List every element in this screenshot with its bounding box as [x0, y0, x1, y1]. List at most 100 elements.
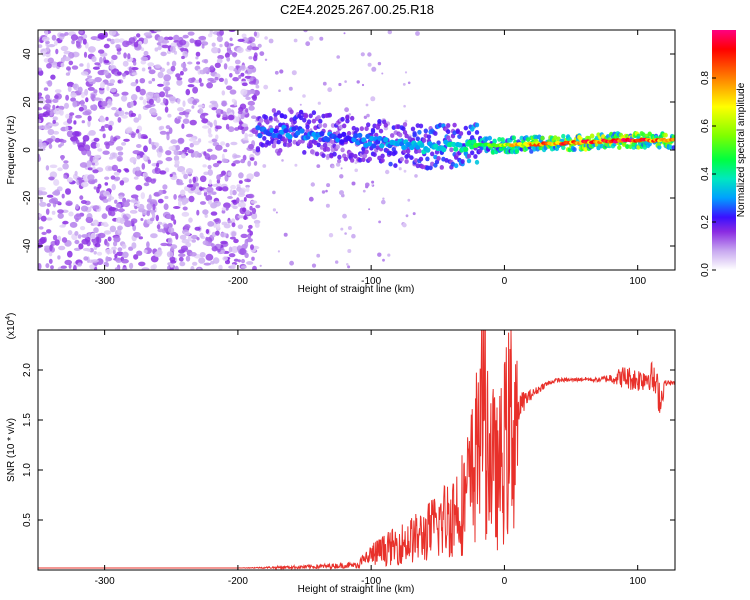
- noise-speck: [211, 42, 216, 47]
- noise-speck: [122, 60, 129, 67]
- noise-speck: [81, 234, 89, 238]
- noise-speck: [240, 72, 245, 77]
- noise-speck: [60, 45, 69, 52]
- snr-frame: [37, 329, 676, 571]
- signal-cell: [302, 117, 307, 123]
- noise-speck: [77, 142, 85, 149]
- noise-speck: [179, 70, 184, 76]
- noise-speck: [136, 144, 142, 148]
- signal-cell: [625, 144, 630, 150]
- noise-speck: [52, 119, 56, 124]
- noise-speck: [229, 89, 237, 95]
- noise-speck: [203, 59, 209, 64]
- noise-speck: [237, 259, 241, 263]
- noise-speck: [181, 211, 190, 217]
- noise-speck: [66, 118, 73, 124]
- noise-speck: [247, 100, 255, 106]
- signal-core: [357, 132, 363, 138]
- noise-speck: [226, 85, 233, 91]
- noise-speck: [162, 184, 168, 190]
- noise-speck: [216, 58, 223, 64]
- noise-speck: [68, 60, 74, 66]
- noise-speck: [69, 221, 78, 228]
- noise-speck: [216, 179, 221, 184]
- signal-cell: [589, 133, 595, 139]
- noise-speck: [199, 82, 204, 87]
- noise-speck: [139, 78, 146, 84]
- signal-cell: [446, 129, 451, 135]
- noise-speck: [205, 186, 214, 193]
- noise-speck: [192, 140, 200, 146]
- noise-speck: [114, 199, 118, 204]
- noise-speck: [97, 232, 106, 239]
- noise-speck: [41, 36, 50, 42]
- noise-speck: [143, 249, 148, 254]
- noise-speck: [185, 109, 192, 113]
- noise-speck: [146, 241, 150, 249]
- noise-speck: [178, 111, 186, 116]
- noise-speck: [244, 178, 251, 183]
- noise-speck: [404, 71, 408, 74]
- noise-speck: [224, 41, 230, 48]
- noise-speck: [65, 94, 69, 101]
- noise-speck: [133, 41, 139, 48]
- noise-speck: [80, 200, 87, 204]
- noise-speck: [398, 167, 402, 171]
- signal-cell: [458, 131, 464, 136]
- noise-speck: [192, 182, 200, 187]
- noise-speck: [229, 73, 233, 78]
- noise-speck: [231, 98, 236, 103]
- noise-speck: [153, 30, 162, 33]
- noise-speck: [209, 122, 213, 128]
- noise-speck: [187, 31, 195, 36]
- noise-speck: [46, 138, 54, 143]
- noise-speck: [42, 125, 51, 130]
- noise-speck: [170, 260, 177, 264]
- noise-speck: [150, 255, 159, 263]
- noise-speck: [92, 169, 99, 174]
- noise-speck: [58, 144, 62, 148]
- snr-background: [38, 330, 675, 570]
- noise-speck: [371, 180, 375, 184]
- noise-speck: [151, 112, 158, 116]
- noise-speck: [163, 36, 169, 41]
- signal-core: [255, 125, 261, 131]
- noise-speck: [65, 188, 71, 195]
- signal-core: [335, 137, 341, 143]
- noise-speck: [182, 118, 190, 124]
- noise-speck: [60, 155, 64, 161]
- noise-speck: [79, 30, 84, 34]
- noise-speck: [202, 209, 209, 215]
- noise-speck: [39, 201, 47, 207]
- noise-speck: [240, 88, 248, 96]
- signal-cell: [282, 138, 288, 144]
- signal-cell: [399, 156, 404, 162]
- noise-speck: [115, 44, 121, 49]
- noise-speck: [335, 162, 341, 167]
- noise-speck: [252, 265, 257, 270]
- noise-speck: [38, 189, 43, 196]
- noise-speck: [67, 86, 72, 92]
- noise-speck: [342, 213, 347, 219]
- noise-speck: [38, 113, 47, 117]
- noise-speck: [268, 38, 274, 44]
- noise-speck: [171, 60, 177, 67]
- noise-speck: [97, 148, 103, 152]
- noise-speck: [246, 173, 254, 180]
- signal-cell: [470, 150, 475, 156]
- noise-speck: [226, 56, 231, 62]
- noise-speck: [63, 174, 68, 179]
- noise-speck: [215, 144, 223, 151]
- signal-cell: [308, 143, 313, 149]
- noise-speck: [154, 64, 161, 69]
- noise-speck: [124, 111, 129, 115]
- noise-speck: [415, 31, 420, 36]
- noise-speck: [142, 154, 148, 161]
- noise-speck: [126, 199, 131, 203]
- noise-speck: [221, 90, 226, 96]
- noise-speck: [78, 243, 84, 250]
- noise-speck: [185, 168, 194, 175]
- signal-cell: [393, 163, 398, 169]
- noise-speck: [113, 236, 121, 243]
- noise-speck: [150, 209, 154, 215]
